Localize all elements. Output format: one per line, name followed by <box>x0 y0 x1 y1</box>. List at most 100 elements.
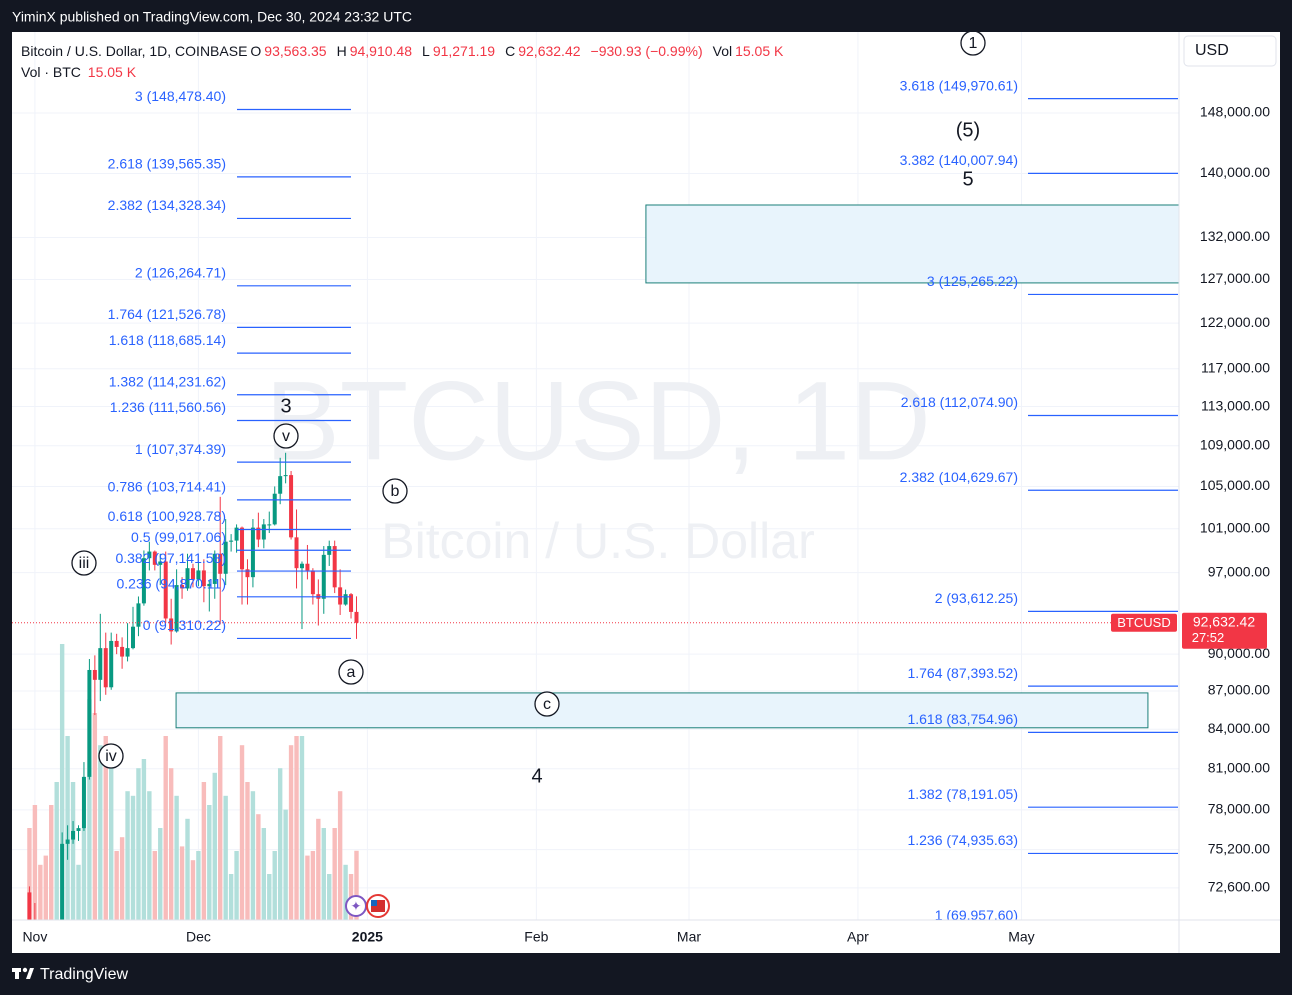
legend-value: 91,271.19 <box>432 43 496 59</box>
symbol-badge-text: BTCUSD <box>1117 615 1170 630</box>
candle-body <box>120 646 125 657</box>
volume-bar <box>261 828 267 920</box>
fib-label: 1.236 (111,560.56) <box>110 399 226 415</box>
y-tick-label: 90,000.00 <box>1208 645 1270 661</box>
y-tick-label: 81,000.00 <box>1208 759 1270 775</box>
candle-body <box>349 594 354 612</box>
volume-bar <box>327 874 332 920</box>
volume-bar <box>256 814 261 920</box>
candle-body <box>136 603 141 627</box>
volume-bar <box>305 855 310 920</box>
volume-bar <box>32 805 38 920</box>
footer-brand: TradingView <box>40 966 128 983</box>
volume-bar <box>277 768 283 920</box>
wave-circle <box>273 423 299 449</box>
x-tick-label: Nov <box>22 929 47 945</box>
watermark-symbol: BTCUSD, 1D <box>265 359 931 484</box>
candle-body <box>283 475 288 477</box>
fib-label: 1.618 (118,685.14) <box>109 332 226 348</box>
candle-body <box>289 475 294 538</box>
volume-bar <box>168 768 174 920</box>
legend-key: O <box>250 43 262 59</box>
candle-body <box>299 563 304 569</box>
volume-bar <box>299 736 305 920</box>
wave-label: a <box>347 664 356 681</box>
fib-label: 1.236 (74,935.63) <box>907 832 1018 848</box>
x-tick-label: Mar <box>677 929 701 945</box>
legend-value: 92,632.42 <box>518 43 581 59</box>
watermark-name: Bitcoin / U.S. Dollar <box>381 513 814 569</box>
wave-label: b <box>391 483 400 500</box>
candle-body <box>354 611 359 623</box>
volume-bar <box>92 713 98 920</box>
volume-bar <box>109 768 114 920</box>
x-tick-label: Dec <box>186 929 211 945</box>
target-zone <box>645 204 1179 284</box>
volume-bar <box>114 851 119 920</box>
legend-key: Vol <box>712 43 733 59</box>
y-tick-label: 127,000.00 <box>1200 270 1270 286</box>
volume-bar <box>239 745 245 920</box>
volume-bar <box>343 864 348 920</box>
fib-label: 2 (126,264.71) <box>135 265 226 281</box>
volume-bar <box>185 818 190 920</box>
candle-body <box>180 585 185 589</box>
wave-label: c <box>543 696 551 713</box>
candle-body <box>92 669 97 680</box>
symbol-badge <box>1111 613 1177 632</box>
volume-bar <box>212 772 217 920</box>
wave-label: iii <box>79 555 90 572</box>
volume-bar <box>332 828 337 920</box>
volume-bar <box>354 850 359 920</box>
candle-body <box>212 553 217 584</box>
y-tick-label: 97,000.00 <box>1208 563 1270 579</box>
footer-logo <box>12 967 34 979</box>
candle-body <box>332 546 337 588</box>
volume-bar <box>76 864 81 920</box>
logo-part <box>22 967 28 973</box>
y-tick-label: 113,000.00 <box>1201 397 1270 413</box>
candle-body <box>278 476 283 494</box>
volume-bar <box>201 782 207 920</box>
wave-circle <box>98 743 124 769</box>
flag-icon-canton <box>371 900 377 906</box>
candle-body <box>81 776 86 829</box>
fib-label: 1.764 (87,393.52) <box>907 665 1018 681</box>
candle-body <box>250 527 255 578</box>
volume-bar <box>288 745 294 920</box>
candle-body <box>109 640 114 688</box>
candle-body <box>27 892 32 920</box>
volume-bar <box>218 736 223 920</box>
y-tick-label: 140,000.00 <box>1200 164 1270 180</box>
x-tick-label: Apr <box>847 929 869 945</box>
candle-body <box>147 551 152 559</box>
fib-label: 1.618 (83,754.96) <box>907 711 1018 727</box>
candle-body <box>321 554 326 599</box>
currency-button[interactable] <box>1183 35 1277 67</box>
candle-body <box>267 524 272 526</box>
volume-bar <box>207 805 212 920</box>
candle-body <box>131 626 136 649</box>
wave-label: 1 <box>969 35 978 52</box>
volume-bar <box>321 828 326 920</box>
wave-circle <box>71 550 97 576</box>
fib-label: 0.382 (97,141.58) <box>115 550 226 566</box>
fib-label: 3 (148,478.40) <box>135 88 226 104</box>
wave-label: v <box>282 428 290 445</box>
volume-bar <box>267 874 272 920</box>
volume-bar <box>250 791 256 920</box>
legend-change: −930.93 (−0.99%) <box>590 43 703 59</box>
volume-bar <box>38 864 43 920</box>
wave-circle <box>338 659 364 685</box>
fib-label: 1 (107,374.39) <box>135 441 226 457</box>
volume-bar <box>283 809 288 920</box>
wave-label: (5) <box>956 119 980 141</box>
fib-label: 2.618 (112,074.90) <box>901 394 1018 410</box>
fib-label: 2.382 (104,629.67) <box>900 469 1018 485</box>
y-tick-label: 109,000.00 <box>1200 436 1270 452</box>
volume-bar <box>228 874 234 920</box>
volume-bar <box>125 791 130 920</box>
candle-body <box>338 587 343 605</box>
